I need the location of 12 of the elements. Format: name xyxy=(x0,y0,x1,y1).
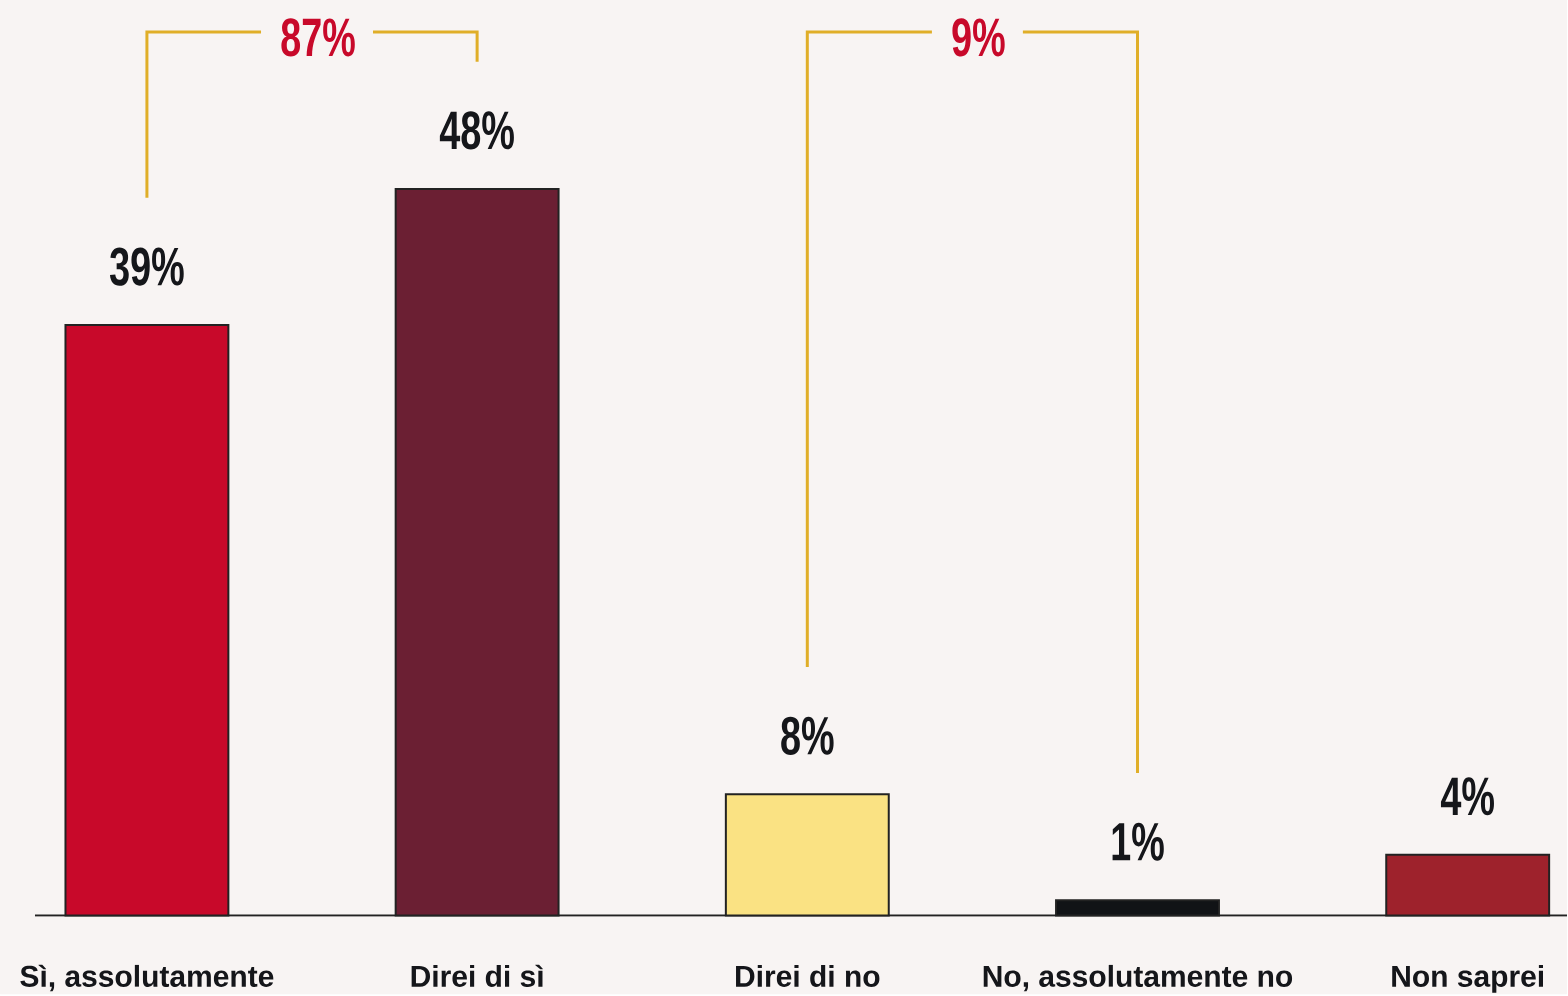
data-label: 1% xyxy=(1112,822,1164,861)
data-label: 48% xyxy=(439,111,514,150)
x-tick-label: Non saprei xyxy=(1392,964,1543,993)
data-label: 8% xyxy=(781,716,834,755)
x-tick-label: Sì, assolutamente xyxy=(20,964,274,992)
x-tick-label: Direi di no xyxy=(736,964,880,987)
data-label: 4% xyxy=(1440,777,1494,816)
text: 87% xyxy=(281,18,355,57)
x-tick-label: Direi di sì xyxy=(411,964,543,987)
text: 9% xyxy=(952,18,1005,57)
x-tick-label: No, assolutamente no xyxy=(983,964,1293,992)
data-label: 39% xyxy=(109,247,184,286)
